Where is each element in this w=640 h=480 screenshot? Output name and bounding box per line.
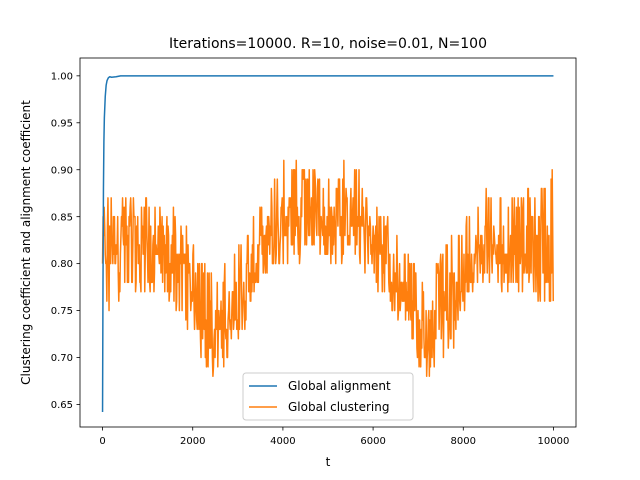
y-tick-label: 0.80 [51,259,73,270]
y-axis: 0.65 0.70 0.75 0.80 0.85 0.90 0.95 1.00 [51,71,80,411]
y-tick-label: 0.75 [51,306,73,317]
y-tick-label: 1.00 [51,71,73,82]
y-tick-label: 0.95 [51,118,73,129]
x-tick-label: 6000 [360,436,385,447]
series-line-global-clustering [101,159,555,378]
legend-box [242,372,414,421]
series-line-global-alignment [101,75,554,412]
y-tick-label: 0.85 [51,212,73,223]
x-tick-label: 10000 [538,436,570,447]
chart-title: Iterations=10000. R=10, noise=0.01, N=10… [169,36,487,52]
y-tick-label: 0.65 [51,400,73,411]
x-axis-label: t [326,455,331,469]
legend-label-global-clustering: Global clustering [288,400,389,414]
y-tick-label: 0.70 [51,353,73,364]
plot-series [101,75,555,412]
y-tick-label: 0.90 [51,165,73,176]
x-tick-label: 0 [99,436,105,447]
y-axis-label: Clustering coefficient and alignment coe… [19,100,33,385]
x-tick-label: 2000 [180,436,205,447]
x-axis: 0 2000 4000 6000 8000 10000 [99,427,569,447]
legend: Global alignment Global clustering [242,372,414,421]
x-tick-label: 4000 [270,436,295,447]
plot-frame [79,57,577,428]
x-tick-label: 8000 [451,436,476,447]
legend-label-global-alignment: Global alignment [288,379,391,393]
